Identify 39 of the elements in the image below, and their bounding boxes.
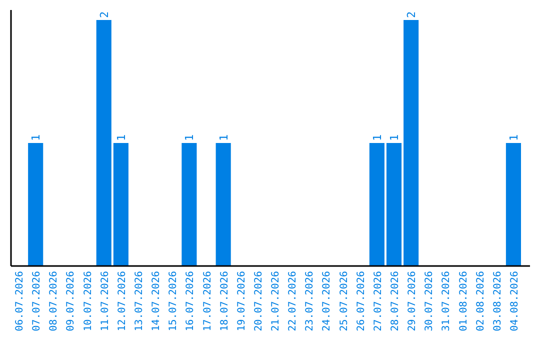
x-tick-label: 08.07.2026 bbox=[48, 271, 60, 332]
x-tick-label: 17.07.2026 bbox=[202, 271, 214, 332]
x-tick-label: 03.08.2026 bbox=[492, 271, 504, 332]
data-label: 2 bbox=[405, 11, 418, 18]
data-label: 2 bbox=[98, 11, 111, 18]
x-tick-label: 16.07.2026 bbox=[185, 271, 196, 332]
x-tick-label: 27.07.2026 bbox=[372, 271, 384, 332]
x-tick-label: 30.07.2026 bbox=[424, 271, 436, 332]
data-label: 1 bbox=[217, 134, 230, 141]
x-tick-label: 02.08.2026 bbox=[475, 271, 486, 332]
x-tick-label: 18.07.2026 bbox=[219, 271, 230, 332]
x-tick-label: 25.07.2026 bbox=[338, 271, 350, 332]
x-tick-label: 29.07.2026 bbox=[407, 271, 418, 332]
data-label: 1 bbox=[507, 134, 520, 141]
x-tick-label: 28.07.2026 bbox=[390, 271, 401, 332]
x-tick-label: 09.07.2026 bbox=[66, 271, 77, 332]
x-tick-label: 22.07.2026 bbox=[288, 271, 299, 332]
data-label: 1 bbox=[30, 134, 43, 141]
x-tick-label: 20.07.2026 bbox=[253, 271, 264, 332]
x-tick-label: 19.07.2026 bbox=[236, 271, 248, 332]
x-tick-label: 12.07.2026 bbox=[116, 271, 128, 332]
data-label: 1 bbox=[388, 134, 401, 141]
x-tick-label: 11.07.2026 bbox=[100, 271, 111, 332]
x-tick-label: 24.07.2026 bbox=[322, 271, 333, 332]
x-tick-label: 31.07.2026 bbox=[441, 271, 452, 332]
x-tick-label: 21.07.2026 bbox=[270, 271, 282, 332]
x-tick-label: 01.08.2026 bbox=[458, 271, 470, 332]
x-tick-label: 26.07.2026 bbox=[356, 271, 367, 332]
data-label: 1 bbox=[370, 134, 384, 141]
x-tick-label: 23.07.2026 bbox=[304, 271, 316, 332]
x-tick-label: 10.07.2026 bbox=[82, 271, 94, 332]
x-tick-label: 07.07.2026 bbox=[32, 271, 43, 332]
data-label: 1 bbox=[183, 134, 196, 141]
x-tick-label: 06.07.2026 bbox=[14, 271, 26, 332]
x-tick-label: 15.07.2026 bbox=[168, 271, 180, 332]
x-tick-label: 04.08.2026 bbox=[509, 271, 520, 332]
data-label: 1 bbox=[114, 134, 128, 141]
x-tick-label: 14.07.2026 bbox=[151, 271, 162, 332]
x-tick-label: 13.07.2026 bbox=[134, 271, 145, 332]
